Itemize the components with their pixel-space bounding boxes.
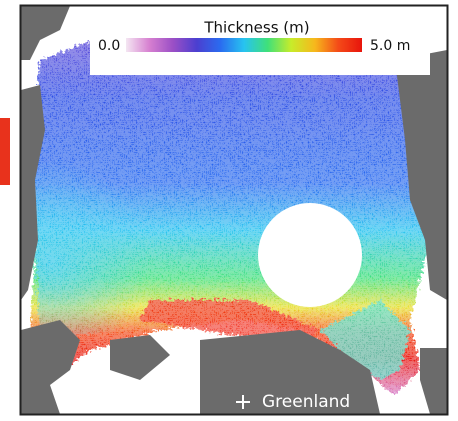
side-tab <box>0 118 10 185</box>
map-view: Greenland Thickness (m) 0.0 5.0 m <box>0 0 458 421</box>
missing-data <box>418 318 447 348</box>
colorbar <box>126 38 362 52</box>
legend: Thickness (m) 0.0 5.0 m <box>90 12 430 75</box>
legend-title: Thickness (m) <box>203 19 309 37</box>
pole-hole <box>258 203 362 307</box>
legend-max-label: 5.0 m <box>370 38 410 54</box>
legend-min-label: 0.0 <box>98 38 120 54</box>
place-label: Greenland <box>262 392 350 412</box>
